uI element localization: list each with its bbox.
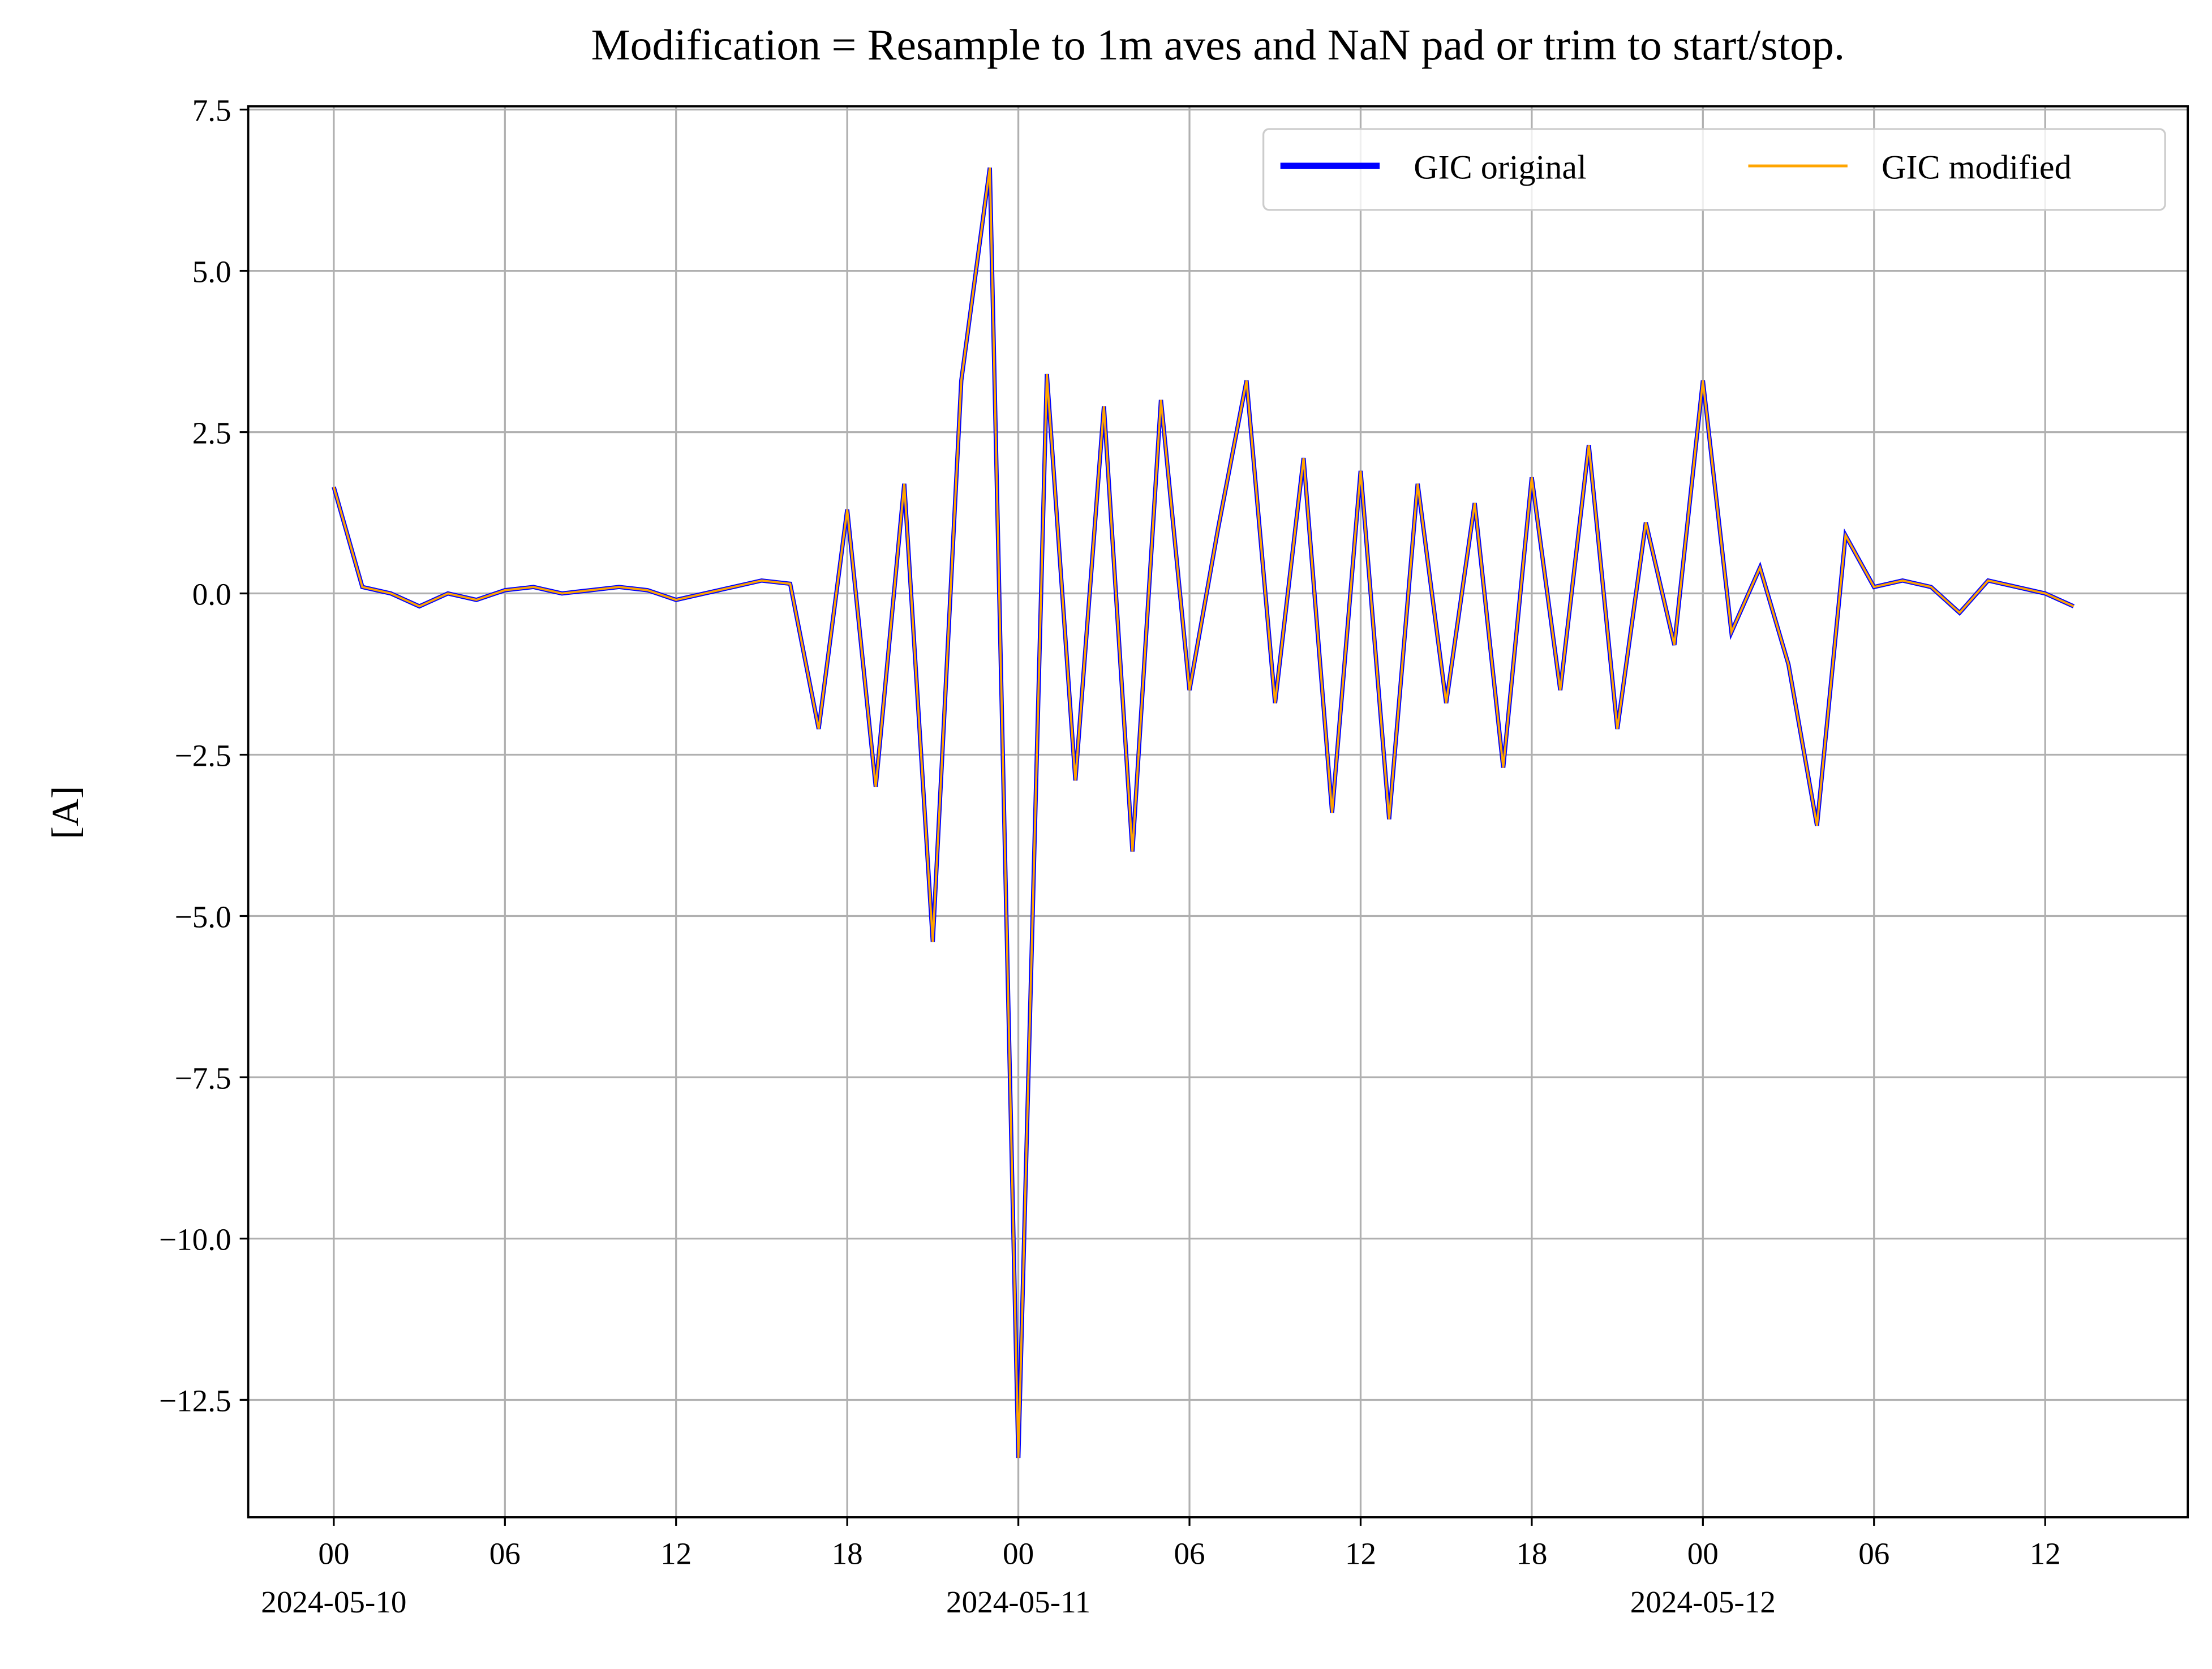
legend-label: GIC modified <box>1882 149 2072 187</box>
x-tick-label: 06 <box>489 1537 521 1571</box>
x-tick-label: 00 <box>1003 1537 1034 1571</box>
y-tick-label: −7.5 <box>175 1061 231 1096</box>
y-tick-label: −2.5 <box>175 739 231 773</box>
x-date-label: 2024-05-12 <box>1630 1585 1776 1619</box>
x-tick-label: 06 <box>1858 1537 1889 1571</box>
data-line <box>333 167 2074 1458</box>
x-tick-label: 00 <box>1687 1537 1719 1571</box>
x-tick-label: 18 <box>1516 1537 1547 1571</box>
x-tick-label: 06 <box>1174 1537 1205 1571</box>
y-tick-label: 7.5 <box>192 93 231 128</box>
y-tick-label: 5.0 <box>192 255 231 289</box>
chart-title: Modification = Resample to 1m aves and N… <box>591 20 1845 69</box>
x-tick-label: 12 <box>660 1537 691 1571</box>
y-tick-label: 0.0 <box>192 577 231 612</box>
y-tick-label: −5.0 <box>175 900 231 934</box>
y-tick-label: −12.5 <box>159 1383 231 1418</box>
y-axis-label: [A] <box>44 786 87 839</box>
y-tick-label: 2.5 <box>192 416 231 450</box>
legend: GIC original GIC modified <box>1262 128 2166 211</box>
x-date-label: 2024-05-11 <box>946 1585 1090 1619</box>
y-tick-label: −10.0 <box>159 1222 231 1257</box>
legend-box <box>1262 128 2166 211</box>
x-tick-label: 00 <box>318 1537 349 1571</box>
legend-label: GIC original <box>1414 149 1587 187</box>
x-tick-label: 18 <box>832 1537 863 1571</box>
x-tick-label: 12 <box>1345 1537 1376 1571</box>
x-date-label: 2024-05-10 <box>261 1585 406 1619</box>
plot-frame <box>247 105 2189 1518</box>
x-tick-label: 12 <box>2030 1537 2061 1571</box>
